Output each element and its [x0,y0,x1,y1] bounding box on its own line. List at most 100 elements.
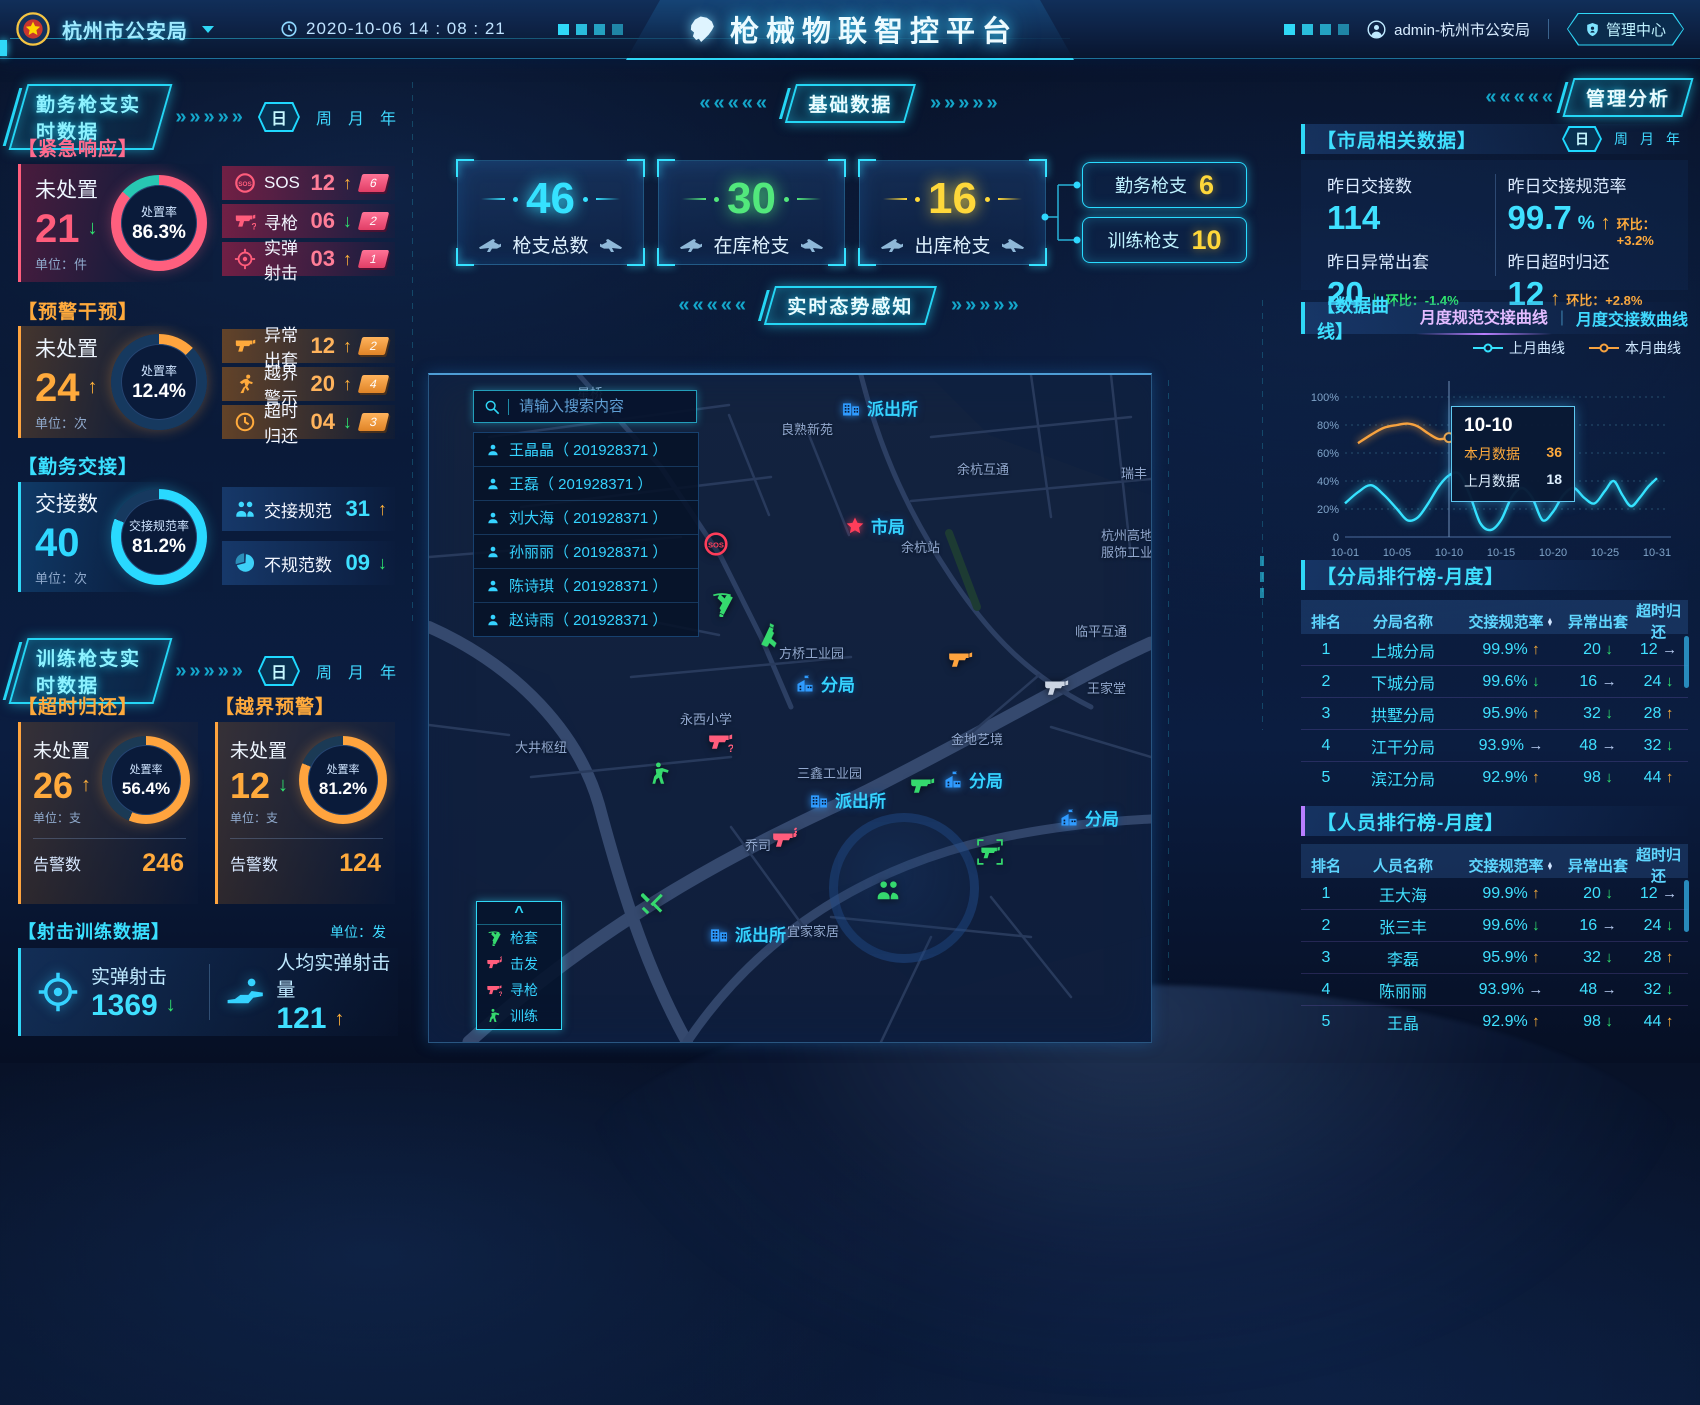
map-poi-分局[interactable]: 分局 [795,671,855,696]
metric-label: 超时归还 [264,402,298,446]
admin-center-button[interactable]: 管理中心 [1567,13,1684,46]
map-poi-分局[interactable]: 分局 [943,767,1003,792]
map-poi-分局[interactable]: 分局 [1059,805,1119,830]
pending-label: 未处置 [35,178,98,202]
legend-本月曲线[interactable]: 本月曲线 [1589,338,1681,358]
rank-row-王大海[interactable]: 1 王大海 99.9% ↑ 20 ↓ 12 → [1301,878,1688,910]
pistol-fire-icon [771,827,797,853]
map-marker-pistol-fire[interactable] [771,827,797,858]
map-poi-派出所[interactable]: 派出所 [709,921,786,946]
scrollbar-thumb[interactable] [1684,636,1689,688]
unit-label: 单位：支 [33,810,82,825]
tab-month[interactable]: 月 [347,665,364,682]
tab-month[interactable]: 月 [347,111,364,128]
rank-row-江干分局[interactable]: 4 江干分局 93.9% → 48 → 32 ↓ [1301,730,1688,762]
tab-week[interactable]: 周 [315,111,332,128]
stat-card-在库枪支[interactable]: 30 在库枪支 [657,159,846,266]
tab-year[interactable]: 年 [379,665,396,682]
rank-row-上城分局[interactable]: 1 上城分局 99.9% ↑ 20 ↓ 12 → [1301,634,1688,666]
personnel-item[interactable]: 赵诗雨（ 201928371 ） [474,603,698,636]
personnel-item[interactable]: 陈诗琪（ 201928371 ） [474,569,698,603]
rank-row-李磊[interactable]: 3 李磊 95.9% ↑ 32 ↓ 28 ↑ [1301,942,1688,974]
rank-row-陈丽丽[interactable]: 4 陈丽丽 93.9% → 48 → 32 ↓ [1301,974,1688,1006]
rank-row-滨江分局[interactable]: 5 滨江分局 92.9% ↑ 98 ↓ 44 ↑ [1321,768,1674,789]
tab-day[interactable]: 日 [258,102,300,132]
rank-row-张三丰[interactable]: 2 张三丰 99.6% ↓ 16 → 24 ↓ [1301,910,1688,942]
tab-week[interactable]: 周 [315,665,332,682]
personnel-item[interactable]: 王晶晶（ 201928371 ） [474,433,698,467]
legend-item-枪套[interactable]: 枪套 [477,925,561,951]
metric-label: 越界警示 [264,364,298,408]
manage-analysis-button[interactable]: 管理分析 [1562,78,1694,117]
tab-monthly-standard-curve[interactable]: 月度规范交接曲线 [1415,304,1552,335]
tab-year[interactable]: 年 [1666,131,1680,147]
map-marker-holster[interactable] [709,591,735,622]
per-capita-stat: 人均实弹射击量 121 [210,948,398,1036]
rank-row-王晶[interactable]: 5 王晶 92.9% ↑ 98 ↓ 44 ↑ [1321,1012,1674,1033]
map-marker-pistol-q[interactable] [707,729,733,760]
personnel-name: 王磊（ 201928371 ） [509,476,653,493]
personnel-item[interactable]: 王磊（ 201928371 ） [474,467,698,501]
map-marker-pistol[interactable] [1043,675,1069,706]
metric-row-SOS[interactable]: SOS 12 ↑ 6 [222,166,395,200]
rank-row-拱墅分局[interactable]: 3 拱墅分局 95.9% ↑ 32 ↓ 28 ↑ [1301,698,1688,730]
map-search-box[interactable] [473,390,697,423]
tab-monthly-count-curve[interactable]: 月度交接数曲线 [1575,312,1688,329]
metric-row-实弹射击[interactable]: 实弹射击 03 ↑ 1 [222,239,395,283]
rank-row-下城分局[interactable]: 2 下城分局 99.6% ↓ 16 → 24 ↓ [1301,666,1688,698]
svg-text:10-15: 10-15 [1487,547,1515,559]
legend-item-训练[interactable]: 训练 [477,1003,561,1029]
legend-collapse-button[interactable]: ^ [477,902,561,925]
tab-year[interactable]: 年 [379,111,396,128]
stat-card-出库枪支[interactable]: 16 出库枪支 [858,159,1047,266]
tab-day[interactable]: 日 [1562,126,1602,152]
map-marker-sos[interactable] [703,531,729,562]
legend-item-击发[interactable]: 击发 [477,951,561,977]
tab-day[interactable]: 日 [258,656,300,686]
metric-row-超时归还[interactable]: 超时归还 04 ↓ 3 [222,402,395,446]
map-marker-trainer[interactable] [647,761,673,792]
map-marker-tools[interactable] [639,891,665,922]
chevron-left-decoration [699,92,770,115]
stat-card-枪支总数[interactable]: 46 枪支总数 [456,159,645,266]
trend-up-icon [1601,212,1611,235]
metric-row-交接规范[interactable]: 交接规范 31 ↑ [222,487,395,531]
column-header: 超时归还 [1635,847,1681,885]
svg-text:10-31: 10-31 [1643,547,1671,559]
header-divider [10,38,1070,39]
trend-down-icon [278,774,288,797]
map-marker-people[interactable] [875,877,901,908]
user-account[interactable]: admin-杭州市公安局 [1367,19,1530,40]
map-poi-派出所[interactable]: 派出所 [809,787,886,812]
map-marker-pistol[interactable] [947,647,973,678]
tab-week[interactable]: 周 [1614,131,1628,147]
map-marker-pistol[interactable] [909,773,935,804]
scrollbar-thumb[interactable] [1684,880,1689,932]
trend-up-icon: ↑ [378,498,387,519]
situation-map[interactable]: 星桥良熟新苑派出所余杭互通市局余杭站瑞丰杭州高地服饰工业园临平互通王家堂金地艺境… [428,373,1152,1043]
map-marker-pistol-brackets[interactable] [977,839,1003,870]
metric-row-寻枪[interactable]: 寻枪 06 ↓ 2 [222,204,395,238]
tab-month[interactable]: 月 [1640,131,1654,147]
org-selector[interactable]: 杭州市公安局 [62,20,188,43]
legend-item-寻枪[interactable]: 寻枪 [477,977,561,1003]
map-poi-市局[interactable]: 市局 [845,513,905,538]
sub-stat-训练枪支[interactable]: 训练枪支 10 [1082,217,1247,263]
legend-上月曲线[interactable]: 上月曲线 [1473,338,1565,358]
column-header[interactable]: 交接规范率 ▲ ▼ [1468,857,1554,875]
chevron-right-decoration [930,92,1001,115]
map-poi-派出所[interactable]: 派出所 [841,395,918,420]
rifle-icon [478,233,502,257]
personnel-item[interactable]: 孙丽丽（ 201928371 ） [474,535,698,569]
metric-row-越界警示[interactable]: 越界警示 20 ↑ 4 [222,364,395,408]
personnel-item[interactable]: 刘大海（ 201928371 ） [474,501,698,535]
corner-decoration [0,40,7,56]
column-header[interactable]: 交接规范率 ▲ ▼ [1468,613,1554,631]
metric-row-异常出套[interactable]: 异常出套 12 ↑ 2 [222,326,395,370]
search-input[interactable] [517,397,686,416]
chevron-down-icon[interactable] [202,25,214,33]
sub-stat-勤务枪支[interactable]: 勤务枪支 6 [1082,162,1247,208]
metric-row-不规范数[interactable]: 不规范数 09 ↓ [222,541,395,585]
